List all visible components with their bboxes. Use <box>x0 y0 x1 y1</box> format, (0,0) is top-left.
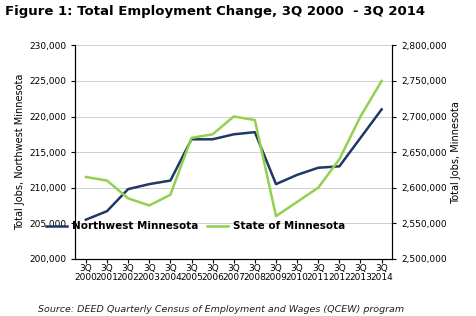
Northwest Minnesota <box>337 164 342 168</box>
State of Minnesota <box>294 200 300 204</box>
Text: Figure 1: Total Employment Change, 3Q 2000  - 3Q 2014: Figure 1: Total Employment Change, 3Q 20… <box>5 5 425 18</box>
State of Minnesota <box>252 118 258 122</box>
Line: Northwest Minnesota: Northwest Minnesota <box>86 109 382 220</box>
Northwest Minnesota <box>125 187 131 191</box>
State of Minnesota <box>273 214 279 218</box>
Northwest Minnesota <box>210 137 216 141</box>
State of Minnesota <box>316 186 321 190</box>
State of Minnesota <box>168 193 173 197</box>
Y-axis label: Total Jobs, Northwest Minnesota: Total Jobs, Northwest Minnesota <box>15 74 25 230</box>
State of Minnesota <box>147 204 152 207</box>
Northwest Minnesota <box>147 182 152 186</box>
Northwest Minnesota <box>188 137 194 141</box>
Line: State of Minnesota: State of Minnesota <box>86 81 382 216</box>
Northwest Minnesota <box>294 173 300 177</box>
Northwest Minnesota <box>104 209 110 213</box>
Northwest Minnesota <box>273 182 279 186</box>
Northwest Minnesota <box>316 166 321 170</box>
State of Minnesota <box>231 115 237 118</box>
Northwest Minnesota <box>83 218 89 222</box>
State of Minnesota <box>188 136 194 140</box>
Legend: Northwest Minnesota, State of Minnesota: Northwest Minnesota, State of Minnesota <box>42 217 349 235</box>
Text: Source: DEED Quarterly Census of Employment and Wages (QCEW) program: Source: DEED Quarterly Census of Employm… <box>38 306 404 314</box>
State of Minnesota <box>357 115 363 118</box>
State of Minnesota <box>125 197 131 200</box>
Northwest Minnesota <box>231 132 237 136</box>
Y-axis label: Total Jobs, Minnesota: Total Jobs, Minnesota <box>451 101 461 204</box>
Northwest Minnesota <box>168 179 173 182</box>
Northwest Minnesota <box>357 136 363 140</box>
State of Minnesota <box>379 79 385 83</box>
State of Minnesota <box>83 175 89 179</box>
State of Minnesota <box>210 132 216 136</box>
State of Minnesota <box>104 179 110 182</box>
State of Minnesota <box>337 157 342 161</box>
Northwest Minnesota <box>379 107 385 111</box>
Northwest Minnesota <box>252 130 258 134</box>
